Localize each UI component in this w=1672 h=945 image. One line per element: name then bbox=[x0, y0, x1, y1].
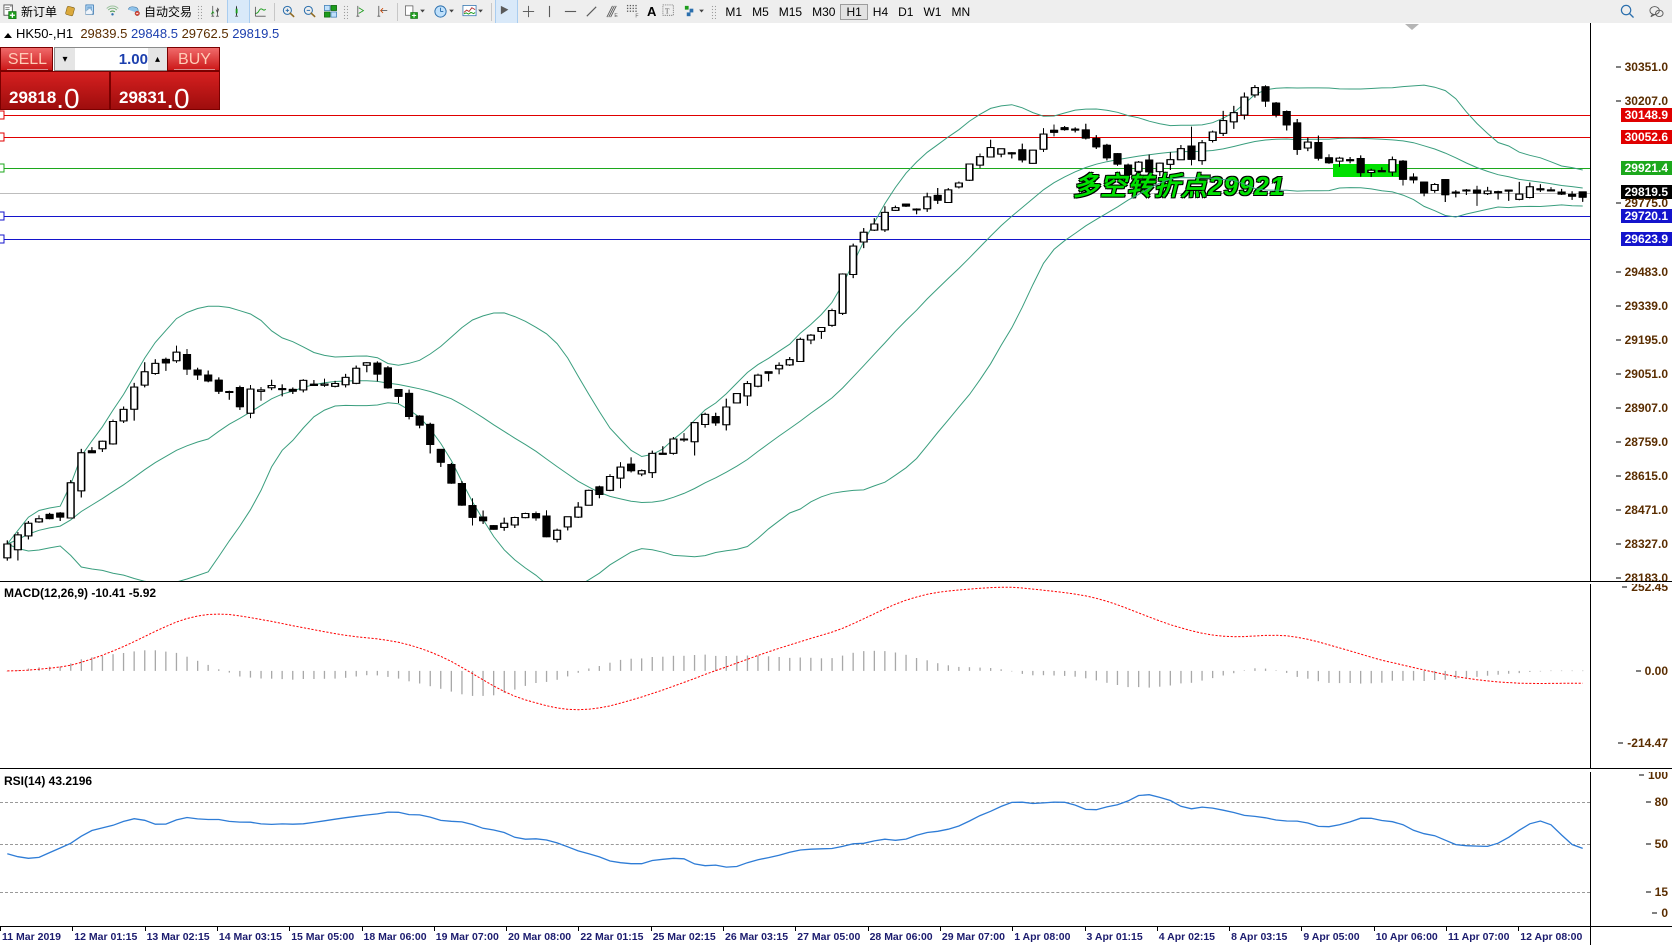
svg-text:F: F bbox=[635, 14, 638, 19]
svg-text:E: E bbox=[614, 13, 618, 19]
svg-text:T: T bbox=[665, 6, 670, 15]
